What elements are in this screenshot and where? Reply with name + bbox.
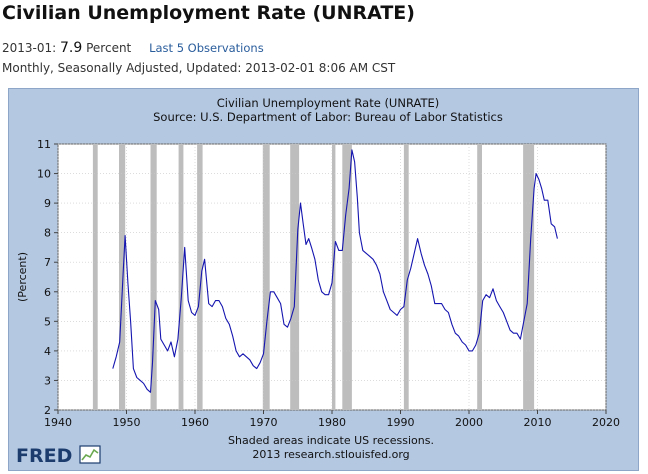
latest-observation: 2013-01: 7.9 Percent Last 5 Observations bbox=[2, 40, 264, 56]
x-tick-label: 1940 bbox=[44, 416, 72, 429]
fred-logo-graph-icon bbox=[79, 445, 101, 464]
latest-value: 7.9 bbox=[60, 40, 83, 56]
credit-line: 2013 research.stlouisfed.org bbox=[252, 448, 409, 461]
y-tick-label: 10 bbox=[37, 168, 51, 181]
y-tick-label: 7 bbox=[44, 256, 51, 269]
last-observations-link[interactable]: Last 5 Observations bbox=[149, 41, 264, 55]
chart-frame: Civilian Unemployment Rate (UNRATE) Sour… bbox=[8, 88, 639, 471]
recession-band bbox=[197, 144, 203, 410]
recession-band bbox=[342, 144, 352, 410]
recession-band bbox=[262, 144, 270, 410]
x-tick-label: 1960 bbox=[181, 416, 209, 429]
y-axis-label: (Percent) bbox=[16, 252, 29, 302]
fred-logo-text: FRED bbox=[16, 445, 72, 466]
series-metadata: Monthly, Seasonally Adjusted, Updated: 2… bbox=[2, 61, 396, 75]
x-tick-label: 1990 bbox=[387, 416, 415, 429]
x-tick-label: 1980 bbox=[318, 416, 346, 429]
y-tick-label: 3 bbox=[44, 374, 51, 387]
recession-band bbox=[150, 144, 157, 410]
x-tick-label: 1970 bbox=[250, 416, 278, 429]
y-tick-label: 8 bbox=[44, 227, 51, 240]
fred-logo: FRED bbox=[16, 445, 101, 466]
recession-band bbox=[477, 144, 482, 410]
recession-band bbox=[290, 144, 300, 410]
chart-title: Civilian Unemployment Rate (UNRATE) bbox=[217, 96, 439, 110]
x-tick-label: 2000 bbox=[455, 416, 483, 429]
chart-subtitle: Source: U.S. Department of Labor: Bureau… bbox=[153, 110, 503, 124]
page-title: Civilian Unemployment Rate (UNRATE) bbox=[2, 2, 415, 24]
recession-band bbox=[92, 144, 98, 410]
y-tick-label: 6 bbox=[44, 286, 51, 299]
y-tick-label: 5 bbox=[44, 315, 51, 328]
series-layer bbox=[112, 149, 558, 393]
latest-unit: Percent bbox=[86, 41, 132, 55]
y-tick-label: 4 bbox=[44, 345, 51, 358]
x-tick-label: 2010 bbox=[524, 416, 552, 429]
chart: Civilian Unemployment Rate (UNRATE) Sour… bbox=[16, 96, 620, 461]
series-line bbox=[112, 149, 558, 393]
recession-footnote: Shaded areas indicate US recessions. bbox=[228, 434, 434, 447]
y-tick-label: 11 bbox=[37, 138, 51, 151]
y-tick-label: 9 bbox=[44, 197, 51, 210]
axis-ticks: 1940 1950 1960 1970 1980 1990 2000 2010 2020 2 3 4 5… bbox=[37, 138, 620, 429]
recession-band bbox=[332, 144, 336, 410]
recession-band bbox=[178, 144, 184, 410]
recession-band bbox=[403, 144, 409, 410]
latest-date: 2013-01: bbox=[2, 41, 57, 55]
y-tick-label: 2 bbox=[44, 404, 51, 417]
recession-band bbox=[119, 144, 126, 410]
fred-logo-graph-line bbox=[81, 448, 99, 461]
x-tick-label: 2020 bbox=[592, 416, 620, 429]
x-tick-label: 1950 bbox=[113, 416, 141, 429]
